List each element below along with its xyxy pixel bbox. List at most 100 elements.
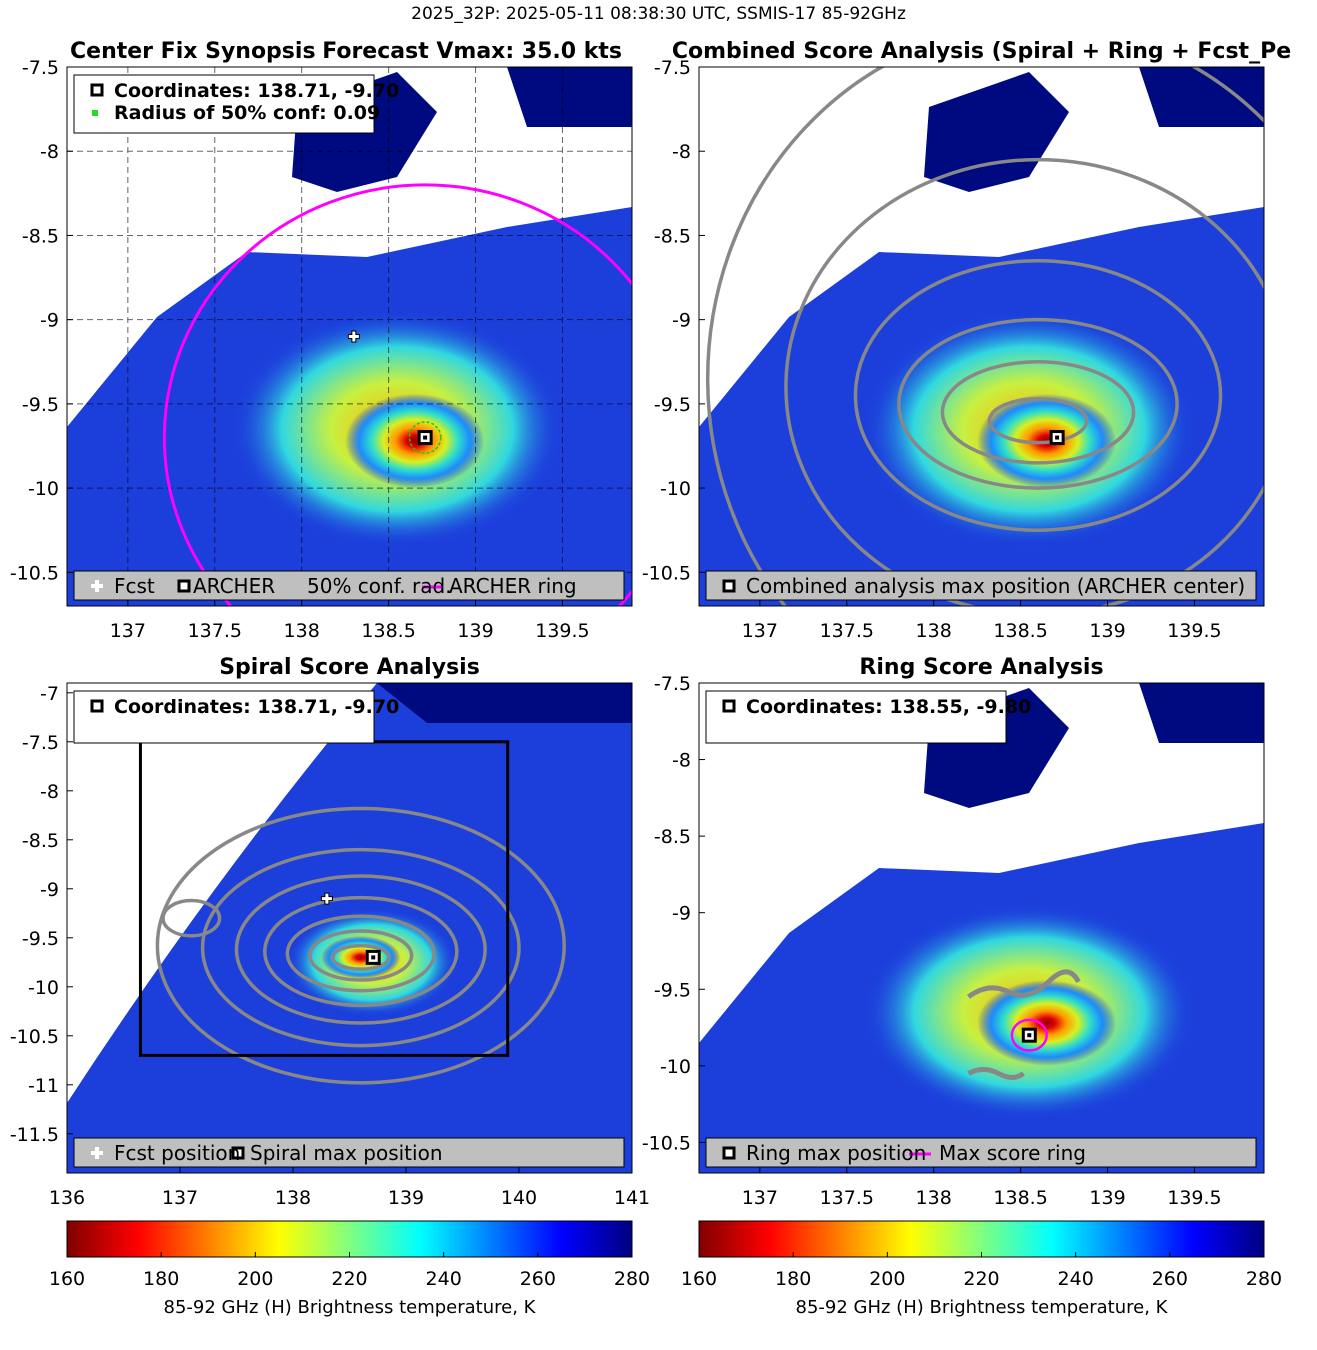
y-tick-label: -9.5 <box>654 394 691 416</box>
y-tick-label: -9.5 <box>654 979 691 1001</box>
x-tick-label: 139.5 <box>1167 1187 1221 1209</box>
colorbar-tick-label: 220 <box>331 1268 367 1290</box>
info-line: Coordinates: 138.71, -9.70 <box>114 80 399 102</box>
fcst-marker <box>348 331 359 342</box>
legend: Combined analysis max position (ARCHER c… <box>705 570 1257 601</box>
fcst-marker <box>321 893 332 904</box>
legend-fcst-icon <box>91 580 103 592</box>
legend-label: Combined analysis max position (ARCHER c… <box>746 574 1245 598</box>
colorbar-gradient <box>66 1220 633 1258</box>
x-tick-label: 139.5 <box>1167 620 1221 642</box>
info-center-icon <box>722 699 736 713</box>
y-tick-label: -8 <box>40 781 59 803</box>
panel-title: Center Fix Synopsis <box>70 39 316 64</box>
y-tick-label: -8 <box>672 750 691 772</box>
center-marker-dot <box>423 435 428 440</box>
legend-label: Ring max position <box>746 1141 926 1165</box>
confidence-circle <box>408 421 442 454</box>
contour-line <box>897 317 1179 490</box>
legend-label: Spiral max position <box>250 1141 443 1165</box>
storm-core <box>977 980 1117 1066</box>
archer-ring-group <box>162 183 632 606</box>
colorbar-tick-label: 160 <box>49 1268 85 1290</box>
contour-line <box>967 1066 1026 1080</box>
x-tick-label: 139.5 <box>535 620 589 642</box>
cold-cloud-east <box>507 67 632 127</box>
info-line: Coordinates: 138.55, -9.80 <box>746 696 1031 718</box>
axes-frame <box>66 66 633 607</box>
contour-line <box>285 914 436 993</box>
contour-line <box>330 943 391 971</box>
y-tick-label: -7 <box>40 683 59 705</box>
colorbar-tick-label: 180 <box>143 1268 179 1290</box>
y-tick-label: -8.5 <box>654 225 691 247</box>
legend-box <box>73 570 625 601</box>
x-tick-label: 138.5 <box>361 620 415 642</box>
x-tick-label: 139 <box>1089 620 1125 642</box>
y-tick-label: -10.5 <box>642 1132 691 1154</box>
contour-line <box>263 895 459 1008</box>
legend-box <box>73 1137 625 1168</box>
x-tick-label: 138 <box>916 620 952 642</box>
x-tick-label: 140 <box>501 1187 537 1209</box>
colorbar-tick-label: 220 <box>963 1268 999 1290</box>
panel-subtitle: Forecast Vmax: 35.0 kts <box>322 39 622 64</box>
y-tick-label: -9.5 <box>22 394 59 416</box>
tb-field <box>67 683 632 1173</box>
panel-title: Combined Score Analysis (Spiral + Ring +… <box>672 39 1291 64</box>
contour-line <box>940 360 1136 465</box>
legend-spiral-icon <box>231 1146 245 1160</box>
legend-label: ARCHER ring <box>449 574 577 598</box>
colorbar-label: 85-92 GHz (H) Brightness temperature, K <box>796 1297 1169 1318</box>
y-tick-label: -9 <box>40 310 59 332</box>
contour-line <box>200 847 521 1048</box>
tb-field <box>699 683 1264 1173</box>
missing-data-region <box>67 67 632 427</box>
y-tick-label: -10 <box>28 977 59 999</box>
missing-data-region <box>699 683 1264 1043</box>
y-tick-label: -9 <box>672 903 691 925</box>
colorbar-tick-label: 180 <box>775 1268 811 1290</box>
legend-archer-icon <box>177 579 191 593</box>
colorbar-tick-label: 260 <box>1152 1268 1188 1290</box>
legend-box <box>705 570 1257 601</box>
legend-label: Fcst position <box>114 1141 240 1165</box>
colorbar: 160 180 200 220 240 260 280 85-92 GHz (H) Brigh… <box>681 1220 1282 1318</box>
y-tick-label: -10 <box>660 478 691 500</box>
legend-label: 50% conf. rad. <box>307 574 452 598</box>
x-tick-label: 138.5 <box>993 620 1047 642</box>
x-tick-label: 138 <box>275 1187 311 1209</box>
y-tick-label: -11 <box>28 1075 59 1097</box>
colorbar-tick-label: 240 <box>1058 1268 1094 1290</box>
archer-ring <box>162 183 632 606</box>
contour-line <box>966 969 1081 999</box>
y-tick-label: -8.5 <box>22 830 59 852</box>
missing-data-region <box>699 67 1264 427</box>
cold-cloud <box>924 72 1069 192</box>
contour-line <box>155 806 566 1085</box>
x-tick-label: 138 <box>284 620 320 642</box>
panel-bottom-right: -7.5 -8 -8.5 -9 -9.5 -10 -10.5 137 137.5 138 138.5… <box>642 655 1265 1209</box>
y-tick-label: -7.5 <box>22 732 59 754</box>
y-tick-label: -10.5 <box>642 562 691 584</box>
contour-line <box>308 929 414 982</box>
legend-center-icon <box>722 579 736 593</box>
panel-title: Ring Score Analysis <box>859 655 1103 680</box>
x-tick-label: 137.5 <box>820 620 874 642</box>
info-center-icon <box>90 699 104 713</box>
y-tick-label: -8.5 <box>654 826 691 848</box>
info-center-icon <box>90 83 104 97</box>
panel-bottom-left: -7 -7.5 -8 -8.5 -9 -9.5 -10 -10.5 -11 -11.5 136 137… <box>10 655 650 1209</box>
legend: Ring max position Max score ring <box>705 1137 1257 1168</box>
y-tick-label: -10 <box>28 478 59 500</box>
colorbar-tick-label: 280 <box>614 1268 650 1290</box>
y-tick-label: -9 <box>40 879 59 901</box>
x-tick-label: 137 <box>742 1187 778 1209</box>
colorbar-tick-label: 200 <box>237 1268 273 1290</box>
y-tick-label: -10.5 <box>10 562 59 584</box>
score-contours <box>155 806 566 1085</box>
y-tick-label: -7.5 <box>654 57 691 79</box>
panel-title: Spiral Score Analysis <box>219 655 480 680</box>
cold-region <box>377 683 632 723</box>
